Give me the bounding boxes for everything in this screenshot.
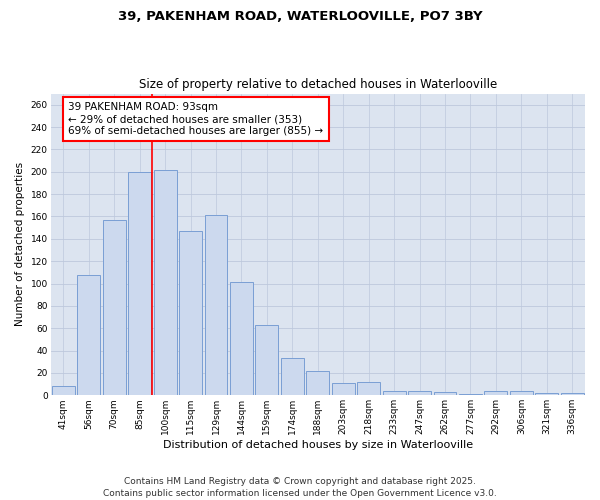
- Bar: [484, 391, 508, 396]
- Bar: [281, 358, 304, 396]
- X-axis label: Distribution of detached houses by size in Waterlooville: Distribution of detached houses by size …: [163, 440, 473, 450]
- Bar: [357, 382, 380, 396]
- Bar: [179, 231, 202, 396]
- Text: 39, PAKENHAM ROAD, WATERLOOVILLE, PO7 3BY: 39, PAKENHAM ROAD, WATERLOOVILLE, PO7 3B…: [118, 10, 482, 23]
- Bar: [332, 383, 355, 396]
- Bar: [154, 170, 176, 396]
- Bar: [434, 392, 457, 396]
- Bar: [128, 172, 151, 396]
- Title: Size of property relative to detached houses in Waterlooville: Size of property relative to detached ho…: [139, 78, 497, 91]
- Text: 39 PAKENHAM ROAD: 93sqm
← 29% of detached houses are smaller (353)
69% of semi-d: 39 PAKENHAM ROAD: 93sqm ← 29% of detache…: [68, 102, 323, 136]
- Bar: [205, 216, 227, 396]
- Bar: [52, 386, 75, 396]
- Bar: [103, 220, 125, 396]
- Bar: [77, 274, 100, 396]
- Text: Contains HM Land Registry data © Crown copyright and database right 2025.
Contai: Contains HM Land Registry data © Crown c…: [103, 476, 497, 498]
- Bar: [307, 370, 329, 396]
- Bar: [408, 391, 431, 396]
- Bar: [459, 394, 482, 396]
- Bar: [383, 391, 406, 396]
- Bar: [561, 393, 584, 396]
- Bar: [510, 391, 533, 396]
- Bar: [256, 325, 278, 396]
- Bar: [230, 282, 253, 396]
- Y-axis label: Number of detached properties: Number of detached properties: [15, 162, 25, 326]
- Bar: [535, 393, 558, 396]
